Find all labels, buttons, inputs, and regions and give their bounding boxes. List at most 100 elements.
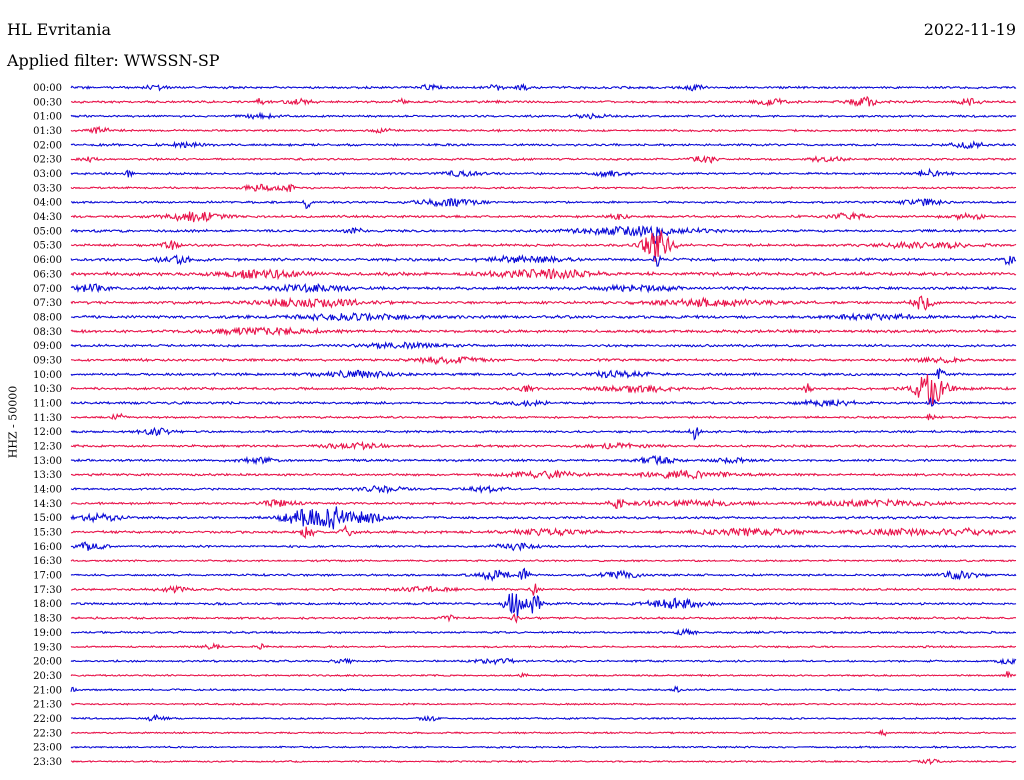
time-label: 00:30 xyxy=(33,97,62,108)
time-label: 01:00 xyxy=(33,112,62,123)
time-label: 13:00 xyxy=(33,456,62,467)
seismic-trace xyxy=(71,702,1016,706)
time-label: 05:00 xyxy=(33,226,62,237)
time-label: 16:00 xyxy=(33,542,62,553)
time-label: 22:30 xyxy=(33,728,62,739)
time-label: 05:30 xyxy=(33,241,62,252)
seismic-trace xyxy=(70,745,1017,749)
seismic-trace xyxy=(70,627,1017,636)
seismic-trace xyxy=(70,670,1017,678)
seismic-trace xyxy=(70,426,1017,441)
seismic-trace xyxy=(70,282,1017,294)
time-label: 04:00 xyxy=(33,198,62,209)
time-label: 04:30 xyxy=(33,212,62,223)
time-label: 14:00 xyxy=(33,485,62,496)
seismic-trace xyxy=(70,758,1017,766)
seismic-trace xyxy=(70,254,1017,267)
time-label: 15:30 xyxy=(33,528,62,539)
time-label: 21:00 xyxy=(33,685,62,696)
time-label: 20:00 xyxy=(33,657,62,668)
seismic-trace xyxy=(70,657,1017,666)
time-label: 11:00 xyxy=(33,398,62,409)
seismic-trace xyxy=(70,154,1017,164)
seismic-trace xyxy=(70,295,1017,311)
time-label: 17:30 xyxy=(33,585,62,596)
seismic-trace xyxy=(70,312,1016,322)
time-label: 22:00 xyxy=(33,714,62,725)
seismic-trace xyxy=(70,374,1017,405)
seismic-trace xyxy=(70,469,1016,480)
time-label: 07:00 xyxy=(33,284,62,295)
time-label: 15:00 xyxy=(33,513,62,524)
seismic-trace xyxy=(70,714,1017,722)
seismic-trace xyxy=(70,267,1017,281)
seismic-trace xyxy=(70,642,1017,650)
time-label: 09:00 xyxy=(33,341,62,352)
time-label: 21:30 xyxy=(33,700,62,711)
time-label: 12:00 xyxy=(33,427,62,438)
time-label: 10:00 xyxy=(33,370,62,381)
seismic-trace xyxy=(70,583,1017,596)
seismic-trace xyxy=(70,397,1017,408)
seismic-trace xyxy=(70,140,1017,150)
seismic-trace xyxy=(70,484,1017,495)
time-label: 23:30 xyxy=(33,757,62,768)
time-label: 19:30 xyxy=(33,642,62,653)
time-label: 08:00 xyxy=(33,312,62,323)
seismic-trace xyxy=(70,593,1017,618)
seismic-trace xyxy=(70,340,1017,350)
seismic-trace xyxy=(70,498,1017,510)
seismic-trace xyxy=(70,685,1017,693)
date-label: 2022-11-19 xyxy=(923,20,1016,39)
time-label: 18:00 xyxy=(33,599,62,610)
time-label: 11:30 xyxy=(33,413,62,424)
seismic-trace xyxy=(70,367,1017,380)
seismic-trace xyxy=(70,230,1017,262)
time-label: 07:30 xyxy=(33,298,62,309)
time-label: 09:30 xyxy=(33,355,62,366)
time-label: 02:00 xyxy=(33,140,62,151)
time-label: 06:00 xyxy=(33,255,62,266)
time-label: 08:30 xyxy=(33,327,62,338)
seismic-trace xyxy=(70,111,1017,120)
time-label: 14:30 xyxy=(33,499,62,510)
time-label: 13:30 xyxy=(33,470,62,481)
seismic-trace xyxy=(70,82,1017,92)
time-label: 20:30 xyxy=(33,671,62,682)
time-label: 10:30 xyxy=(33,384,62,395)
seismic-trace xyxy=(70,95,1017,107)
time-label: 06:30 xyxy=(33,269,62,280)
time-label: 16:30 xyxy=(33,556,62,567)
seismic-trace xyxy=(70,355,1017,366)
time-label: 19:00 xyxy=(33,628,62,639)
seismic-trace xyxy=(70,558,1016,563)
seismic-trace xyxy=(70,612,1017,624)
time-label: 03:30 xyxy=(33,183,62,194)
seismic-trace xyxy=(70,455,1017,466)
seismic-trace xyxy=(70,197,1017,210)
time-label: 00:00 xyxy=(33,83,62,94)
seismic-trace xyxy=(70,524,1017,540)
time-label: 12:30 xyxy=(33,442,62,453)
seismic-trace xyxy=(70,541,1017,552)
seismic-trace xyxy=(70,167,1017,179)
seismic-trace xyxy=(70,326,1017,337)
seismic-trace xyxy=(70,506,1017,530)
time-label: 01:30 xyxy=(33,126,62,137)
seismic-trace xyxy=(70,125,1017,134)
time-label: 17:00 xyxy=(33,571,62,582)
seismic-trace xyxy=(70,211,1017,223)
seismic-trace xyxy=(70,728,1017,737)
seismic-trace xyxy=(70,412,1017,421)
time-label: 18:30 xyxy=(33,614,62,625)
time-label: 02:30 xyxy=(33,155,62,166)
seismic-trace xyxy=(70,183,1016,193)
seismic-trace xyxy=(70,567,1017,582)
time-label: 03:00 xyxy=(33,169,62,180)
seismic-trace xyxy=(70,225,1017,245)
filter-label: Applied filter: WWSSN-SP xyxy=(7,51,220,70)
station-title: HL Evritania xyxy=(7,20,112,39)
time-label: 23:00 xyxy=(33,743,62,754)
seismic-trace xyxy=(70,440,1017,451)
